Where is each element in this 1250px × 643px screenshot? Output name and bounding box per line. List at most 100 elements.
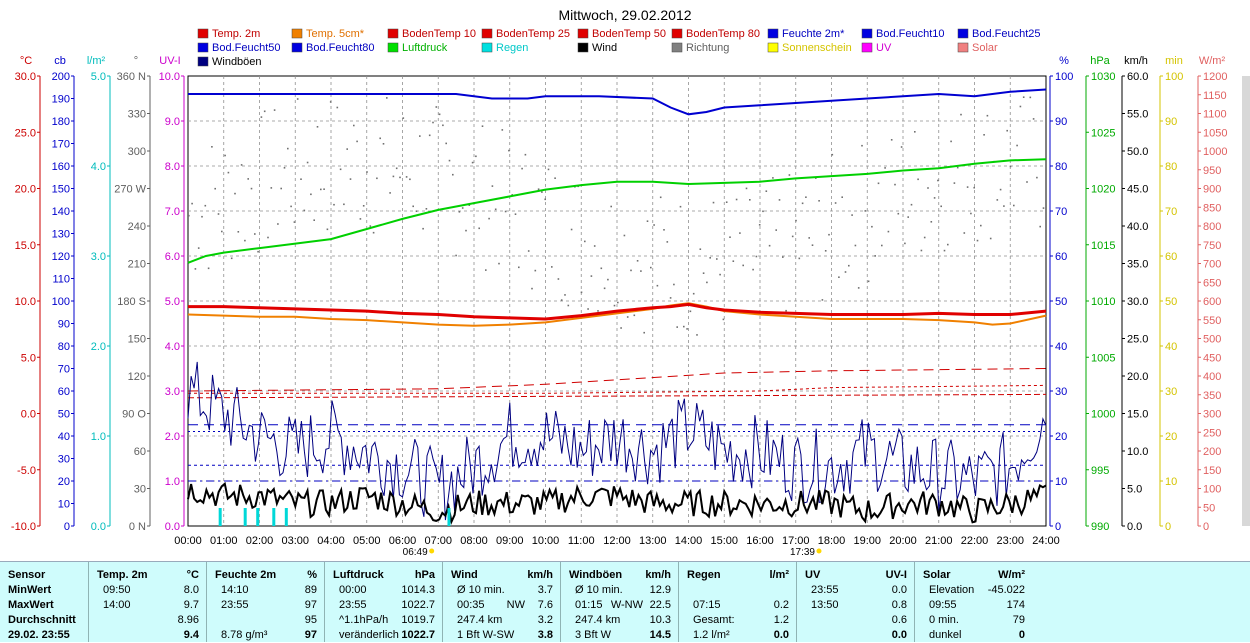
axis-tick-label: 1000: [1203, 146, 1227, 158]
axis-tick-label: 4.0: [91, 161, 106, 173]
richtung-point: [696, 334, 698, 336]
table-header: Feuchte 2m%: [207, 568, 325, 583]
richtung-point: [465, 229, 467, 232]
axis-tick-label: 70: [1165, 206, 1177, 218]
richtung-point: [752, 268, 754, 271]
richtung-point: [382, 143, 385, 145]
richtung-point: [442, 124, 444, 127]
richtung-point: [933, 197, 936, 199]
axis-tick-label: 50.0: [1127, 146, 1148, 158]
table-cell-label: 00:00: [339, 584, 367, 596]
table-row: 14:10 89: [207, 583, 325, 598]
axis-unit-label: °C: [20, 55, 32, 67]
richtung-point: [478, 227, 480, 230]
richtung-point: [1013, 204, 1015, 207]
table-cell-label: 0 min.: [929, 614, 959, 626]
axis-tick-label: 1030: [1091, 71, 1115, 83]
x-tick-label: 08:00: [460, 535, 488, 547]
table-row: 00:00 1014.3: [325, 583, 443, 598]
axis-tick-label: 30: [1165, 386, 1177, 398]
table-header-title: Windböen: [569, 569, 623, 581]
table-cell-value: 0.0: [891, 584, 907, 596]
legend-label: BodenTemp 25: [496, 28, 570, 40]
axis-tick-label: 10.0: [1127, 446, 1148, 458]
richtung-point: [214, 187, 216, 190]
table-cell-label: 23:55: [339, 599, 367, 611]
richtung-point: [419, 135, 421, 137]
table-header-title: Temp. 2m: [97, 569, 148, 581]
legend-label: Bod.Feucht50: [212, 42, 281, 54]
richtung-point: [828, 233, 830, 236]
table-cell-label: 01:15: [575, 599, 603, 611]
richtung-point: [471, 161, 474, 164]
legend-swatch: [481, 28, 493, 39]
richtung-point: [719, 273, 721, 276]
richtung-point: [277, 223, 279, 225]
legend-label: Regen: [496, 42, 528, 54]
richtung-point: [234, 192, 236, 195]
table-cell-value: 0.6: [891, 614, 907, 626]
axis-tick-label: 0 N: [129, 521, 146, 533]
richtung-point: [821, 299, 824, 301]
richtung-point: [211, 146, 213, 148]
table-cell-label: 23:55: [811, 584, 839, 596]
richtung-point: [221, 230, 223, 233]
axis-tick-label: 2.0: [165, 431, 180, 443]
axis-tick-label: 5.0: [91, 71, 106, 83]
richtung-point: [188, 214, 190, 217]
richtung-point: [626, 316, 629, 318]
axis-tick-label: 60: [134, 446, 146, 458]
axis-tick-label: 7.0: [165, 206, 180, 218]
richtung-point: [986, 114, 989, 117]
table-cell-label: veränderlich: [339, 629, 399, 641]
table-header-unit: %: [307, 569, 317, 581]
table-header: Regen l/m²: [679, 568, 797, 583]
richtung-point: [716, 258, 718, 260]
table-cell-label: 09:50: [103, 584, 131, 596]
richtung-point: [805, 196, 807, 198]
richtung-point: [448, 159, 451, 162]
axis-tick-label: 850: [1203, 202, 1221, 214]
richtung-point: [320, 188, 322, 191]
legend-label: UV: [876, 42, 892, 54]
axis-tick-label: 10: [1165, 476, 1177, 488]
axis-tick-label: 5.0: [165, 296, 180, 308]
axis-tick-label: 1020: [1091, 184, 1115, 196]
axis-tick-label: 140: [52, 206, 70, 218]
richtung-point: [537, 188, 540, 190]
richtung-point: [960, 113, 962, 116]
axis-tick-label: 20: [58, 476, 70, 488]
richtung-point: [544, 198, 546, 201]
table-header-title: Sensor: [8, 569, 46, 581]
richtung-point: [838, 276, 840, 278]
axis-tick-label: 950: [1203, 165, 1221, 177]
table-row: dunkel 0: [915, 628, 1033, 643]
table-row: 95: [207, 613, 325, 628]
richtung-point: [296, 98, 299, 100]
richtung-point: [590, 275, 593, 277]
richtung-point: [877, 182, 880, 185]
richtung-point: [541, 191, 543, 193]
table-cell-label: 8.78 g/m³: [221, 629, 268, 641]
table-cell-label: ^1.1hPa/h: [339, 614, 389, 626]
axis-tick-label: 0: [1055, 521, 1061, 533]
legend-swatch: [957, 42, 969, 53]
richtung-point: [1026, 181, 1028, 183]
richtung-point: [848, 264, 850, 267]
richtung-point: [739, 232, 741, 234]
richtung-point: [353, 124, 355, 127]
table-cell-value: 79: [1012, 614, 1025, 626]
axis-tick-label: 360 N: [117, 71, 146, 83]
weather-chart: Mittwoch, 29.02.2012 Temp. 2m Temp. 5cm* B…: [11, 7, 1250, 558]
table-cell-value: 0.0: [773, 629, 789, 641]
table-cell-label: 1.2 l/m²: [693, 629, 730, 641]
richtung-point: [395, 167, 398, 170]
richtung-point: [692, 292, 695, 295]
richtung-point: [567, 304, 570, 307]
table-column: Luftdruck hPa 00:00 1014.3 23:55 1022.7 ^1.1hP…: [324, 562, 443, 642]
legend-swatch: [767, 42, 779, 53]
richtung-point: [280, 187, 282, 190]
table-row: 09:50 8.0: [89, 583, 207, 598]
richtung-point: [326, 228, 329, 231]
richtung-point: [808, 237, 810, 239]
